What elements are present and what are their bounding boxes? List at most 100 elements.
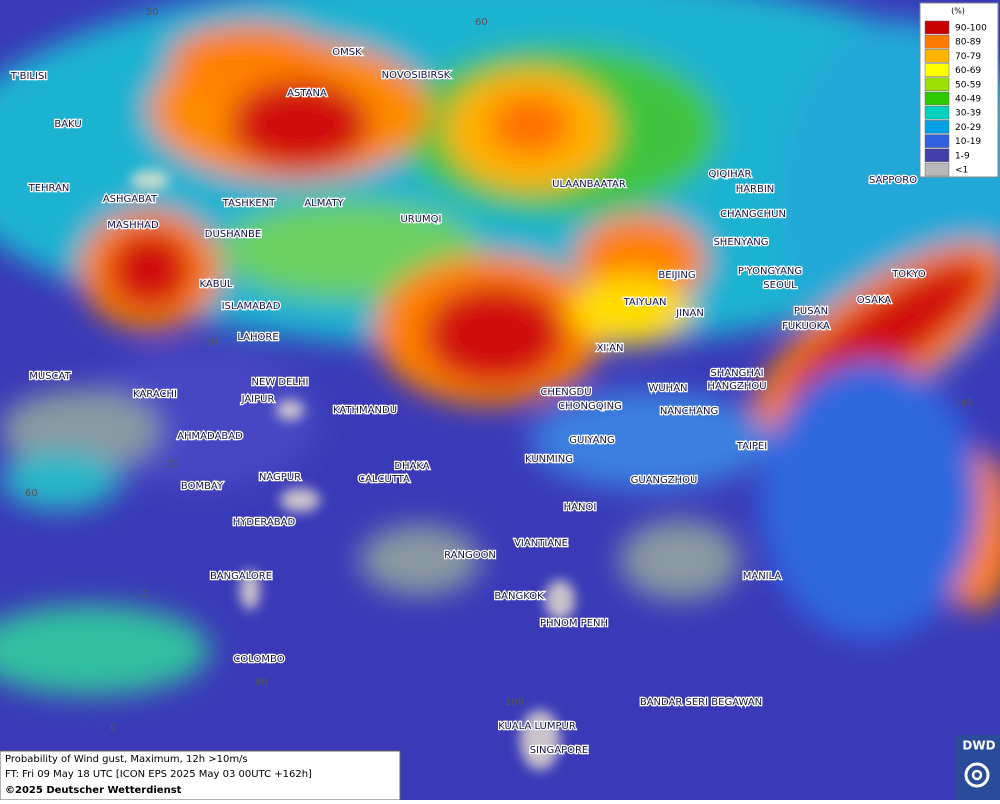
city-label: TAIPEI <box>736 441 767 452</box>
city-label: WUHAN <box>648 383 687 394</box>
city-label: TOKYO <box>891 269 926 280</box>
legend-label: 70-79 <box>955 52 981 62</box>
city-label: VIANTIANE <box>514 538 568 549</box>
legend-swatch <box>924 34 950 49</box>
city-label: DUSHANBE <box>205 229 261 240</box>
city-label: SEOUL <box>763 280 797 291</box>
city-label: HARBIN <box>736 184 775 195</box>
city-label: TASHKENT <box>222 198 276 209</box>
city-label: TAIYUAN <box>623 297 667 308</box>
city-label: CHENGDU <box>540 387 591 398</box>
city-label: ASTANA <box>287 88 327 99</box>
city-label: ALMATY <box>304 198 344 209</box>
legend-label: <1 <box>955 166 968 176</box>
legend-label: 60-69 <box>955 66 981 76</box>
legend-swatch <box>924 63 950 77</box>
city-label: RANGOON <box>444 550 496 561</box>
city-label: T'BILISI <box>10 71 47 82</box>
city-label: COLOMBO <box>233 654 284 665</box>
grid-label: 80 <box>255 677 268 688</box>
legend-swatch <box>924 162 950 177</box>
city-label: BOMBAY <box>181 481 224 492</box>
grid-labels: 50 60 30 20 60 10 80 100 0 140 <box>25 7 973 734</box>
legend-label: 20-29 <box>955 123 981 133</box>
city-label: AHMADABAD <box>177 431 243 442</box>
grid-label: 100 <box>505 697 524 708</box>
city-label: CHONGQING <box>558 401 622 412</box>
city-label: TEHRAN <box>28 183 70 194</box>
legend-label: 80-89 <box>955 38 981 48</box>
city-label: QIQIHAR <box>709 169 752 180</box>
city-label: P'YONGYANG <box>738 266 802 277</box>
city-label: CALCUTTA <box>358 474 410 485</box>
city-label: KUNMING <box>525 454 573 465</box>
legend-swatch <box>924 20 950 35</box>
city-label: MASHHAD <box>107 220 159 231</box>
city-label: ISLAMABAD <box>222 301 281 312</box>
city-label: NANCHANG <box>660 406 718 417</box>
city-label: SAPPORO <box>869 175 917 186</box>
city-label: PUSAN <box>794 306 828 317</box>
city-label: PHNOM PENH <box>540 618 608 629</box>
legend-swatch <box>924 134 950 148</box>
city-label: BAKU <box>54 119 81 130</box>
city-label: DHAKA <box>394 461 429 472</box>
legend-swatch <box>924 77 950 92</box>
city-label: KABUL <box>200 279 233 290</box>
legend-swatch <box>924 91 950 106</box>
city-labels: OMSK NOVOSIBIRSK ASTANA T'BILISI BAKU TEHRAN A… <box>9 46 928 758</box>
caption-line: Probability of Wind gust, Maximum, 12h >… <box>5 754 248 765</box>
legend-title: (%) <box>951 7 965 16</box>
grid-label: 140 <box>954 398 973 409</box>
city-label: HANGZHOU <box>707 381 766 392</box>
grid-label: 30 <box>205 337 218 348</box>
city-label: FUKUOKA <box>782 321 830 332</box>
legend-swatch <box>924 120 950 134</box>
city-label: HANOI <box>564 502 597 513</box>
city-label: NAGPUR <box>259 472 301 483</box>
city-label: KATHMANDU <box>333 405 397 416</box>
city-label: BANGKOK <box>494 591 544 602</box>
caption: Probability of Wind gust, Maximum, 12h >… <box>0 750 401 801</box>
city-label: KUALA LUMPUR <box>498 721 576 732</box>
city-label: LAHORE <box>237 332 278 343</box>
legend-swatch <box>924 49 950 63</box>
legend: (%) 90-100 80-89 70-79 60-69 50-59 40-49 30-39… <box>919 2 999 178</box>
city-label: GUANGZHOU <box>631 475 698 486</box>
grid-label: 0 <box>110 723 116 734</box>
city-label: SINGAPORE <box>530 745 589 756</box>
legend-items: 90-100 80-89 70-79 60-69 50-59 40-49 30-39 20-2… <box>924 20 987 177</box>
city-label: SHANGHAI <box>710 368 763 379</box>
city-label: JINAN <box>675 308 704 319</box>
city-label: OSAKA <box>857 295 892 306</box>
city-label: HYDERABAD <box>233 517 296 528</box>
legend-label: 10-19 <box>955 137 981 147</box>
logo-text: DWD <box>962 739 995 753</box>
city-label: MANILA <box>743 571 782 582</box>
city-label: SHENYANG <box>713 237 768 248</box>
city-label: ULAANBAATAR <box>552 179 626 190</box>
city-label: OMSK <box>332 47 362 58</box>
city-label: NOVOSIBIRSK <box>382 70 451 81</box>
city-label: NEW DELHI <box>252 377 309 388</box>
legend-label: 50-59 <box>955 80 981 90</box>
grid-label: 60 <box>25 488 38 499</box>
legend-swatch <box>924 105 950 120</box>
legend-label: 90-100 <box>955 24 987 34</box>
legend-label: 1-9 <box>955 151 970 161</box>
city-label: GUIYANG <box>569 435 614 446</box>
legend-label: 30-39 <box>955 109 981 119</box>
caption-line: ©2025 Deutscher Wetterdienst <box>5 785 182 796</box>
legend-swatch <box>924 148 950 163</box>
city-label: KARACHI <box>133 389 177 400</box>
city-label: BANDAR SERI BEGAWAN <box>640 697 762 708</box>
city-label: XI'AN <box>597 343 624 354</box>
grid-label: 20 <box>166 459 179 470</box>
city-label: BEIJING <box>658 270 695 281</box>
city-label: MUSCAT <box>29 371 71 382</box>
city-label: BANGALORE <box>210 571 272 582</box>
city-label: CHANGCHUN <box>720 209 786 220</box>
city-label: JAIPUR <box>241 394 275 405</box>
